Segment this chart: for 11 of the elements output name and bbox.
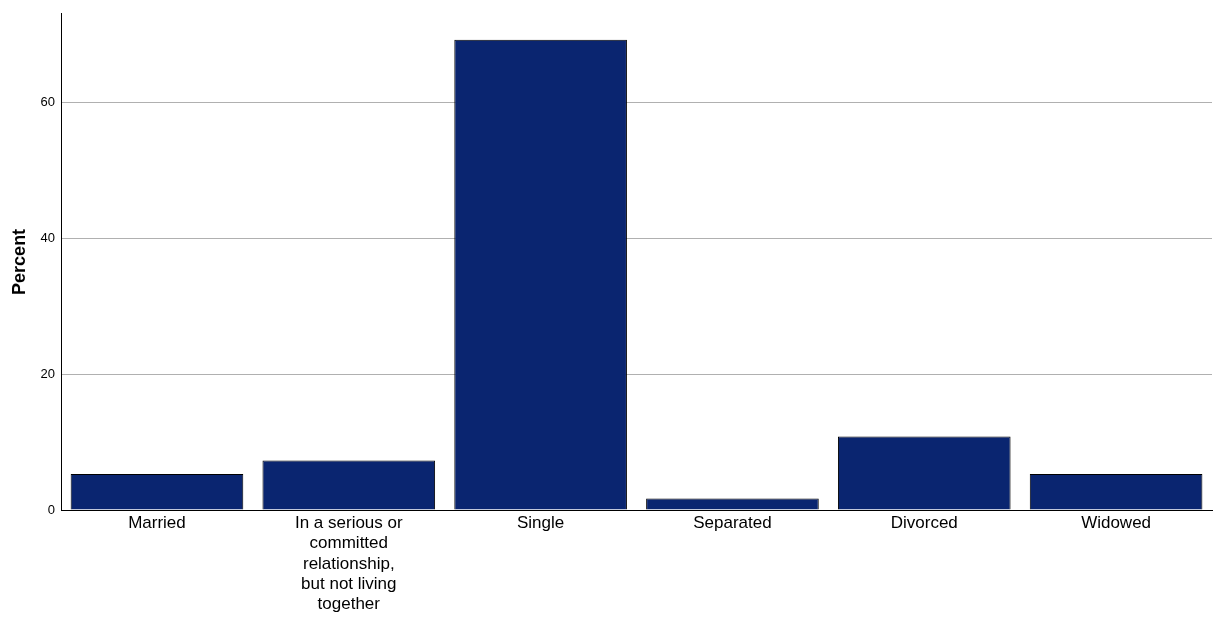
- x-tick-label: Married: [128, 512, 186, 532]
- x-tick-label: Divorced: [890, 512, 958, 532]
- x-tick-label: Separated: [693, 512, 772, 532]
- x-tick-label: In a serious or committed relationship, but not living together: [294, 512, 403, 614]
- y-tick-label: 60: [40, 93, 56, 109]
- y-tick-label: 20: [40, 365, 56, 381]
- x-tick-label: Widowed: [1081, 512, 1152, 532]
- y-tick-label: 0: [47, 501, 56, 517]
- x-tick-label: Single: [516, 512, 565, 532]
- y-tick-label: 40: [40, 229, 56, 245]
- y-axis-title: Percent: [8, 228, 29, 295]
